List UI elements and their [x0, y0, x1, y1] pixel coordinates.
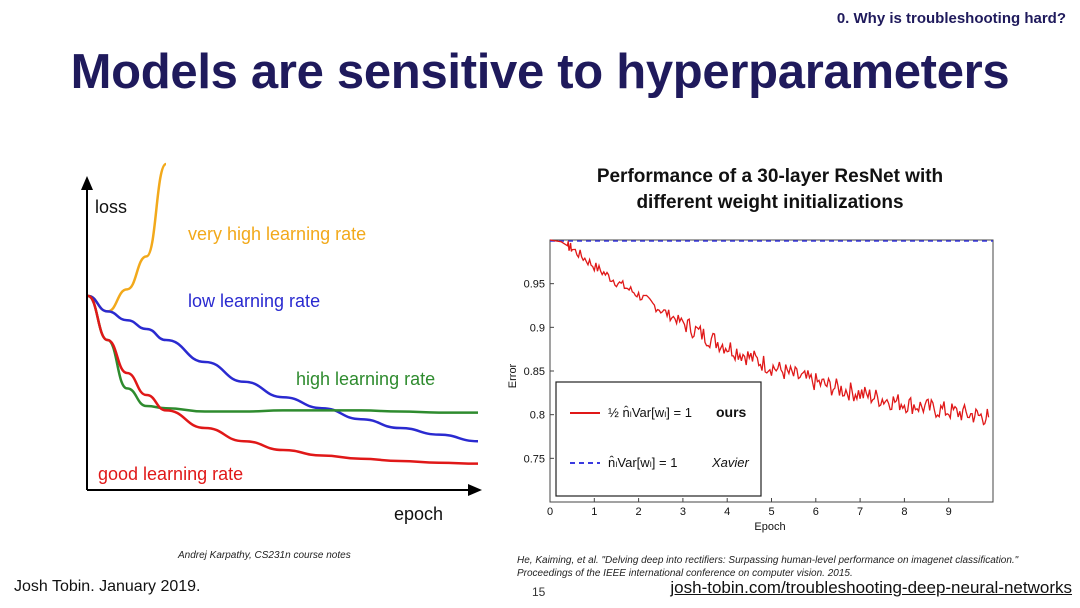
footer-link[interactable]: josh-tobin.com/troubleshooting-deep-neur… — [670, 578, 1072, 597]
x-tick-label: 4 — [724, 506, 730, 518]
series-line-low-learning-rate — [87, 294, 479, 443]
chart-title-line1: Performance of a 30-layer ResNet with — [597, 166, 943, 187]
y-tick-label: 0.95 — [524, 279, 545, 291]
legend: ½ n̂ₗVar[wₗ] = 1 ours n̂ₗVar[wₗ] = 1 Xav… — [555, 381, 762, 497]
legend-tag-ours: ours — [716, 404, 747, 420]
x-tick-label: 6 — [813, 506, 819, 518]
slide-title: Models are sensitive to hyperparameters — [70, 45, 1010, 99]
y-axis-arrow-icon — [81, 176, 93, 190]
label-very-high-lr: very high learning rate — [188, 224, 366, 244]
resnet-init-chart: Performance of a 30-layer ResNet with di… — [507, 166, 994, 533]
page-number: 15 — [532, 585, 546, 599]
citation-karpathy: Andrej Karpathy, CS231n course notes — [178, 550, 351, 561]
series-line-high-learning-rate — [87, 294, 478, 414]
x-tick-label: 8 — [901, 506, 907, 518]
y-tick-label: 0.8 — [530, 410, 545, 422]
x-tick-label: 1 — [591, 506, 597, 518]
series-line-very-high-learning-rate — [87, 162, 168, 313]
citation-he-et-al: He, Kaiming, et al. "Delving deep into r… — [517, 555, 1019, 579]
y-tick-label: 0.75 — [524, 453, 545, 465]
chart-title-line2: different weight initializations — [636, 192, 903, 213]
legend-box — [555, 381, 762, 497]
y-axis-label: Error — [507, 363, 519, 388]
learning-rate-chart: loss epoch very high learning rate low l… — [81, 162, 482, 524]
legend-formula-ours: ½ n̂ₗVar[wₗ] = 1 — [608, 405, 692, 420]
legend-formula-xavier: n̂ₗVar[wₗ] = 1 — [608, 455, 677, 470]
label-low-lr: low learning rate — [188, 291, 320, 311]
footer-author: Josh Tobin. January 2019. — [14, 578, 201, 595]
y-tick-label: 0.9 — [530, 322, 545, 334]
x-axis-label: Epoch — [754, 521, 785, 533]
x-tick-label: 7 — [857, 506, 863, 518]
x-tick-label: 9 — [946, 506, 952, 518]
section-label: 0. Why is troubleshooting hard? — [836, 10, 1066, 27]
label-high-lr: high learning rate — [296, 369, 435, 389]
x-tick-label: 2 — [636, 506, 642, 518]
legend-tag-xavier: Xavier — [711, 455, 750, 470]
series-line-ours — [549, 239, 990, 426]
x-tick-label: 3 — [680, 506, 686, 518]
series-line-good-learning-rate — [87, 294, 479, 465]
x-axis-label: epoch — [394, 504, 443, 524]
y-tick-label: 0.85 — [524, 366, 545, 378]
x-tick-label: 0 — [547, 506, 553, 518]
label-good-lr: good learning rate — [98, 464, 243, 484]
x-axis-arrow-icon — [468, 484, 482, 496]
x-tick-label: 5 — [768, 506, 774, 518]
y-axis-label: loss — [95, 197, 127, 217]
